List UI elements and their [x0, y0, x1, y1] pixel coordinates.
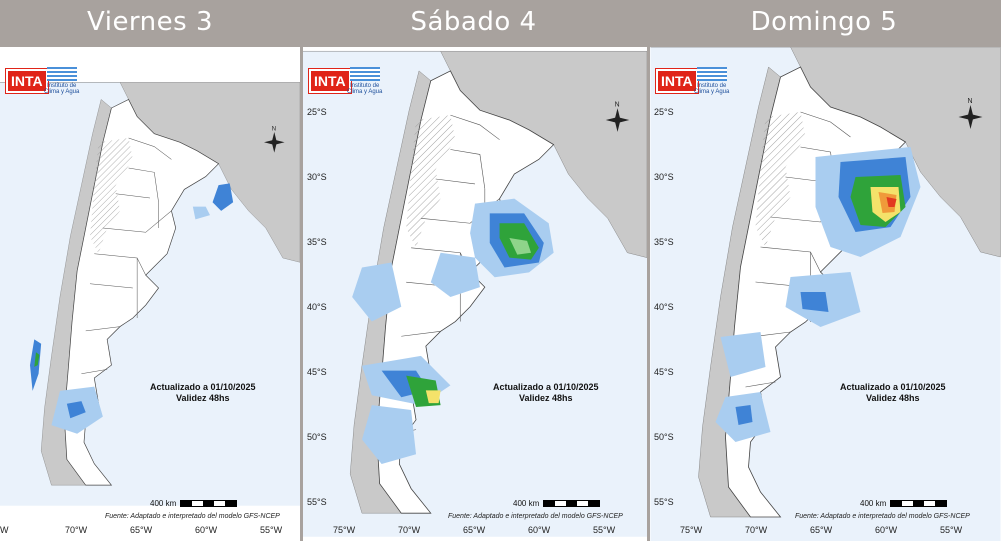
- lat-label: 40°S: [307, 302, 327, 312]
- precip-area: [425, 390, 441, 404]
- lon-label: 70°W: [398, 525, 421, 535]
- lat-label: 40°S: [654, 302, 674, 312]
- inta-logo: INTA: [655, 68, 699, 94]
- lat-label: 45°S: [307, 367, 327, 377]
- source-note: Fuente: Adaptado e interpretado del mode…: [795, 513, 970, 520]
- lon-label: 65°W: [463, 525, 486, 535]
- forecast-map: N: [303, 50, 647, 537]
- lon-label: 55°W: [593, 525, 616, 535]
- lat-label: 25°S: [307, 107, 327, 117]
- source-note: Fuente: Adaptado e interpretado del mode…: [105, 513, 280, 520]
- svg-text:N: N: [968, 98, 973, 105]
- lon-label: W: [0, 525, 9, 535]
- inta-logo: INTA: [308, 68, 352, 94]
- lat-label: 35°S: [654, 237, 674, 247]
- hatched-andes: [755, 112, 806, 247]
- panel-viernes: N INTA Instituto de Clima y Agua Actualizad…: [0, 47, 300, 541]
- lon-label: 60°W: [195, 525, 218, 535]
- lat-label: 50°S: [307, 432, 327, 442]
- compass-rose-icon: N: [605, 101, 630, 132]
- forecast-map: N: [650, 47, 1001, 541]
- precip-area: [878, 192, 897, 213]
- panel-domingo: N INTA Instituto de Clima y Agua Actualizad…: [650, 47, 1001, 541]
- lat-label: 30°S: [307, 172, 327, 182]
- precip-area: [352, 262, 402, 322]
- hatched-andes: [90, 138, 133, 254]
- update-stamp: Actualizado a 01/10/2025 Validez 48hs: [493, 382, 599, 403]
- lat-label: 55°S: [654, 497, 674, 507]
- day-title-domingo: Domingo 5: [750, 7, 898, 37]
- precip-area: [361, 405, 417, 465]
- svg-text:N: N: [272, 126, 276, 132]
- lon-label: 55°W: [260, 525, 283, 535]
- precipitation-layer: [715, 147, 921, 442]
- hatched-andes: [406, 115, 456, 248]
- precip-area: [735, 405, 753, 425]
- lat-label: 25°S: [654, 107, 674, 117]
- day-title-viernes: Viernes 3: [87, 7, 213, 37]
- panel-sabado: N INTA Instituto de Clima y Agua Actualizad…: [303, 47, 647, 541]
- compass-rose-icon: N: [958, 98, 983, 129]
- precip-area: [509, 237, 532, 255]
- lat-label: 45°S: [654, 367, 674, 377]
- update-stamp: Actualizado a 01/10/2025 Validez 48hs: [840, 382, 946, 403]
- lon-label: 75°W: [680, 525, 703, 535]
- ica-logo: Instituto de Clima y Agua: [694, 67, 729, 95]
- lon-label: 75°W: [333, 525, 356, 535]
- lon-label: 55°W: [940, 525, 963, 535]
- precipitation-layer: [352, 198, 554, 465]
- lon-label: 70°W: [65, 525, 88, 535]
- scale-bar: 400 km: [513, 499, 601, 508]
- precip-area: [800, 292, 829, 312]
- precip-area: [192, 206, 210, 220]
- precip-area: [212, 183, 234, 211]
- day-title-sabado: Sábado 4: [410, 7, 537, 37]
- svg-text:N: N: [615, 101, 620, 108]
- lat-label: 30°S: [654, 172, 674, 182]
- lon-label: 70°W: [745, 525, 768, 535]
- precip-area: [430, 252, 480, 297]
- lon-label: 60°W: [528, 525, 551, 535]
- inta-logo: INTA: [5, 68, 49, 94]
- scale-bar: 400 km: [150, 499, 238, 508]
- precipitation-layer: [30, 183, 234, 434]
- lat-label: 35°S: [307, 237, 327, 247]
- source-note: Fuente: Adaptado e interpretado del mode…: [448, 513, 623, 520]
- precip-area: [886, 197, 897, 207]
- update-stamp: Actualizado a 01/10/2025 Validez 48hs: [150, 382, 256, 403]
- precip-area: [66, 401, 86, 419]
- ica-logo: Instituto de Clima y Agua: [44, 67, 79, 95]
- lon-label: 65°W: [130, 525, 153, 535]
- ica-logo: Instituto de Clima y Agua: [347, 67, 382, 95]
- forecast-map: N: [0, 82, 300, 506]
- lon-label: 60°W: [875, 525, 898, 535]
- lat-label: 50°S: [654, 432, 674, 442]
- lat-label: 55°S: [307, 497, 327, 507]
- lon-label: 65°W: [810, 525, 833, 535]
- scale-bar: 400 km: [860, 499, 948, 508]
- precip-area: [720, 332, 766, 377]
